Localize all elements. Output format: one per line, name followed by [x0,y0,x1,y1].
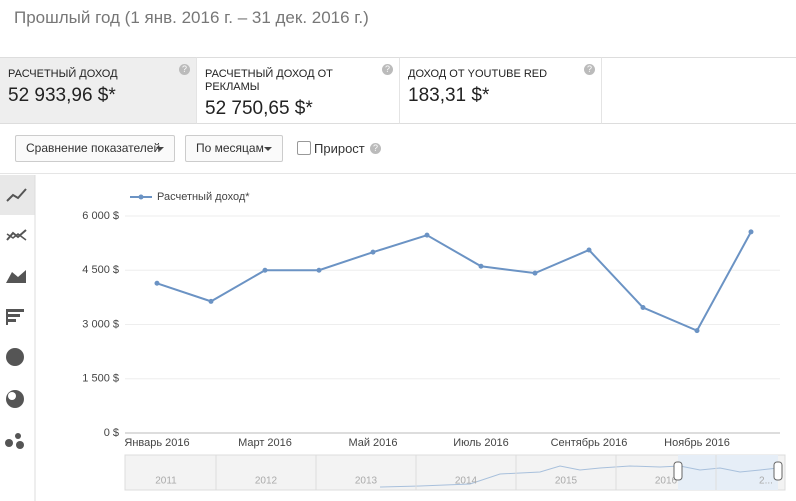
data-point [478,263,484,269]
navigator-label: 2015 [555,476,578,487]
data-point [154,280,160,286]
x-tick-label: Июль 2016 [453,437,509,449]
data-point [532,270,538,276]
legend-label: Расчетный доход* [157,191,250,203]
sidebar-active[interactable] [0,175,35,215]
metric-card[interactable]: РАСЧЕТНЫЙ ДОХОД ОТ РЕКЛАМЫ 52 750,65 $* … [197,57,400,124]
y-tick-label: 1 500 $ [82,373,119,385]
help-icon[interactable]: ? [382,64,393,75]
navigator-handle[interactable] [673,461,683,481]
data-point [424,232,430,238]
period-dropdown[interactable]: По месяцам [185,135,283,162]
compare-dropdown[interactable]: Сравнение показателей [15,135,175,162]
metric-card[interactable]: РАСЧЕТНЫЙ ДОХОД 52 933,96 $* ? [0,57,197,124]
navigator-label: 2011 [155,476,177,487]
metric-card[interactable]: ДОХОД ОТ YOUTUBE RED 183,31 $* ? [400,57,602,124]
y-tick-label: 0 $ [104,427,119,439]
line-icon[interactable] [6,188,27,202]
data-point [262,267,268,273]
x-tick-label: Сентябрь 2016 [551,437,628,449]
data-point [208,298,214,304]
help-icon[interactable]: ? [584,64,595,75]
dropdown-label: Сравнение показателей [26,141,161,155]
data-point [370,249,376,255]
help-icon[interactable]: ? [370,143,381,154]
navigator-label: 2... [759,476,773,487]
period-title: Прошлый год (1 янв. 2016 г. – 31 дек. 20… [14,8,369,27]
x-tick-label: Январь 2016 [124,437,189,449]
x-tick-label: Март 2016 [238,437,292,449]
card-filler [602,57,796,124]
navigator-label: 2016 [655,476,678,487]
area-icon[interactable] [6,270,26,283]
divider [0,173,796,174]
bar-icon[interactable] [6,309,24,312]
pie-icon[interactable] [6,348,24,366]
series-line [156,231,752,332]
navigator-window [678,455,778,490]
navigator-label: 2013 [355,476,378,487]
y-tick-label: 3 000 $ [82,318,119,330]
map-icon[interactable] [6,390,24,408]
y-tick-label: 6 000 $ [82,210,119,222]
x-tick-label: Ноябрь 2016 [664,437,730,449]
metric-label: ДОХОД ОТ YOUTUBE RED [408,68,548,80]
navigator-sparkline [379,465,779,488]
metric-value: 183,31 $* [408,85,490,106]
x-tick-label: Май 2016 [348,437,397,449]
navigator-handle[interactable] [773,461,783,481]
growth-label: Прирост [314,141,365,156]
metric-value: 52 933,96 $* [8,85,116,106]
data-point [316,267,322,273]
metric-label: РАСЧЕТНЫЙ ДОХОД ОТ РЕКЛАМЫ [205,68,333,93]
metric-label: РАСЧЕТНЫЙ ДОХОД [8,68,118,80]
chart-type-sidebar [0,175,36,501]
metric-value: 52 750,65 $* [205,98,313,119]
data-point [694,328,700,334]
help-icon[interactable]: ? [179,64,190,75]
y-tick-label: 4 500 $ [82,264,119,276]
data-point [748,229,754,235]
bubble-icon[interactable] [5,439,13,447]
data-point [640,305,646,311]
legend-dot [138,194,144,200]
navigator-label: 2012 [255,476,278,487]
data-point [586,247,592,253]
dropdown-label: По месяцам [196,141,264,155]
navigator-label: 2014 [455,476,478,487]
growth-checkbox[interactable] [297,141,311,155]
